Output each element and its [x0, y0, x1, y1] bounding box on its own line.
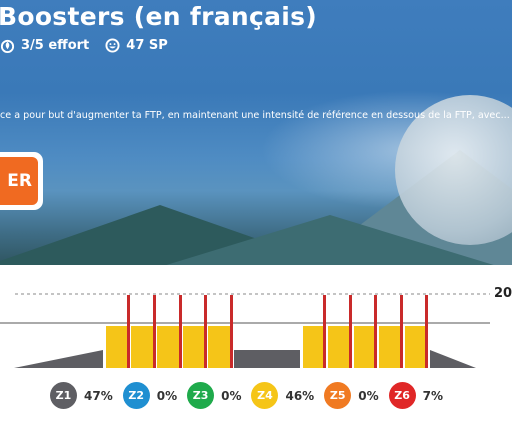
sp-label: 47 SP [126, 38, 168, 53]
zone-item: Z3 0% [187, 382, 241, 409]
sprint-spike [400, 295, 403, 368]
zone-percent: 47% [84, 388, 113, 403]
zone-percent: 0% [156, 388, 178, 403]
interval-block [106, 326, 128, 368]
zone-item: Z6 7% [388, 382, 443, 409]
zone-badge: Z1 [50, 382, 77, 409]
effort-label: 3/5 effort [21, 38, 90, 53]
interval-block [183, 326, 205, 368]
interval-block [379, 326, 401, 368]
workout-description: ce a pour but d'augmenter ta FTP, en mai… [0, 110, 510, 121]
interval-block [328, 326, 350, 368]
sprint-spike [425, 295, 428, 368]
interval-block [354, 326, 376, 368]
zone-badge: Z5 [324, 382, 352, 409]
zone-item: Z5 0% [324, 382, 379, 409]
interval-block [208, 326, 230, 368]
warmup-ramp [14, 350, 103, 368]
ftp-axis-label: 20 [494, 286, 512, 301]
cooldown-ramp [430, 350, 476, 368]
zone-item: Z2 0% [122, 382, 178, 409]
interval-block [405, 326, 427, 368]
sprint-spike [179, 295, 182, 368]
zone-item: Z4 46% [251, 382, 314, 409]
sprint-spike [230, 295, 233, 368]
sprint-spike [374, 295, 377, 368]
workout-segments [14, 295, 476, 368]
sprint-spike [127, 295, 130, 368]
interval-block [131, 326, 153, 368]
start-button[interactable]: ER [0, 157, 38, 205]
mountain-decoration [150, 215, 510, 265]
zone-percent: 7% [422, 388, 443, 403]
zone-percent: 0% [358, 388, 379, 403]
zone-badge: Z2 [122, 382, 150, 409]
sprint-spike [204, 295, 207, 368]
zone-percent: 0% [221, 388, 242, 403]
zone-legend: Z1 47% Z2 0% Z3 0% Z4 46% Z5 0% Z6 7% [50, 382, 453, 409]
workout-hero: Boosters (en français) 3/5 effort 47 SP … [0, 0, 512, 265]
interval-block [303, 326, 325, 368]
workout-profile-chart: 20 Z1 47% Z2 0% Z3 0% Z4 46% Z5 0% Z6 7% [0, 265, 512, 435]
zone-badge: Z3 [187, 382, 215, 409]
zone-percent: 46% [285, 388, 315, 403]
workout-profile-graph [0, 293, 490, 368]
zone-item: Z1 47% [50, 382, 113, 409]
recovery-block [234, 350, 300, 368]
workout-meta: 3/5 effort 47 SP [0, 38, 168, 53]
flame-icon [0, 39, 15, 53]
zone-badge: Z4 [251, 382, 279, 409]
smiley-icon [105, 38, 120, 53]
sprint-spike [323, 295, 326, 368]
zone-badge: Z6 [388, 382, 416, 409]
sprint-spike [349, 295, 352, 368]
workout-title: Boosters (en français) [0, 2, 318, 31]
interval-block [157, 326, 179, 368]
sprint-spike [153, 295, 156, 368]
